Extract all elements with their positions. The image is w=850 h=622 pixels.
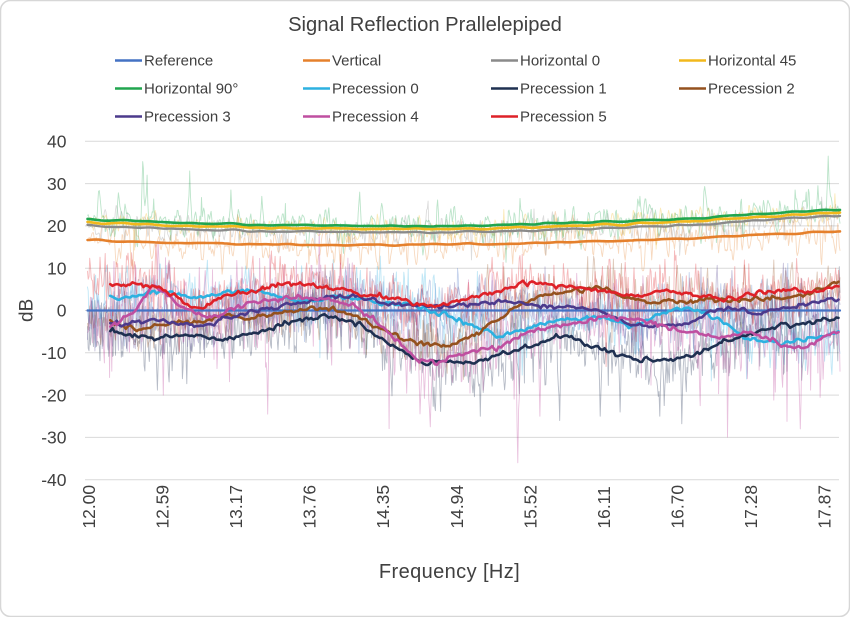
svg-text:Precession 4: Precession 4 <box>332 109 419 126</box>
svg-text:30: 30 <box>47 174 67 194</box>
svg-text:40: 40 <box>47 132 67 152</box>
svg-text:-30: -30 <box>41 428 67 448</box>
svg-text:16.11: 16.11 <box>594 486 614 528</box>
svg-text:Precession 5: Precession 5 <box>520 109 607 126</box>
svg-text:Signal Reflection Prallelepipe: Signal Reflection Prallelepiped <box>288 14 562 36</box>
svg-text:Precession 0: Precession 0 <box>332 81 419 98</box>
svg-text:Precession 1: Precession 1 <box>520 81 607 98</box>
svg-text:14.35: 14.35 <box>373 485 393 529</box>
svg-text:12.00: 12.00 <box>79 485 99 529</box>
svg-text:Reference: Reference <box>144 53 213 70</box>
svg-text:17.28: 17.28 <box>741 485 761 529</box>
svg-text:Frequency [Hz]: Frequency [Hz] <box>379 561 520 583</box>
svg-text:17.87: 17.87 <box>815 485 835 529</box>
svg-text:10: 10 <box>47 258 67 278</box>
svg-text:0: 0 <box>57 301 67 321</box>
svg-text:dB: dB <box>17 299 38 322</box>
svg-text:Vertical: Vertical <box>332 53 381 70</box>
svg-text:13.76: 13.76 <box>300 485 320 529</box>
svg-text:12.59: 12.59 <box>153 485 173 529</box>
svg-text:-10: -10 <box>41 343 67 363</box>
svg-text:20: 20 <box>47 216 67 236</box>
svg-text:Precession 3: Precession 3 <box>144 109 231 126</box>
svg-text:Horizontal 0: Horizontal 0 <box>520 53 600 70</box>
svg-text:14.94: 14.94 <box>447 485 467 529</box>
svg-text:Horizontal 45: Horizontal 45 <box>708 53 796 70</box>
svg-text:Horizontal 90°: Horizontal 90° <box>144 81 238 98</box>
svg-text:Precession 2: Precession 2 <box>708 81 795 98</box>
svg-text:-20: -20 <box>41 385 67 405</box>
svg-text:13.17: 13.17 <box>226 485 246 529</box>
svg-text:-40: -40 <box>41 470 67 490</box>
svg-text:16.70: 16.70 <box>668 485 688 529</box>
svg-text:15.52: 15.52 <box>520 485 540 529</box>
